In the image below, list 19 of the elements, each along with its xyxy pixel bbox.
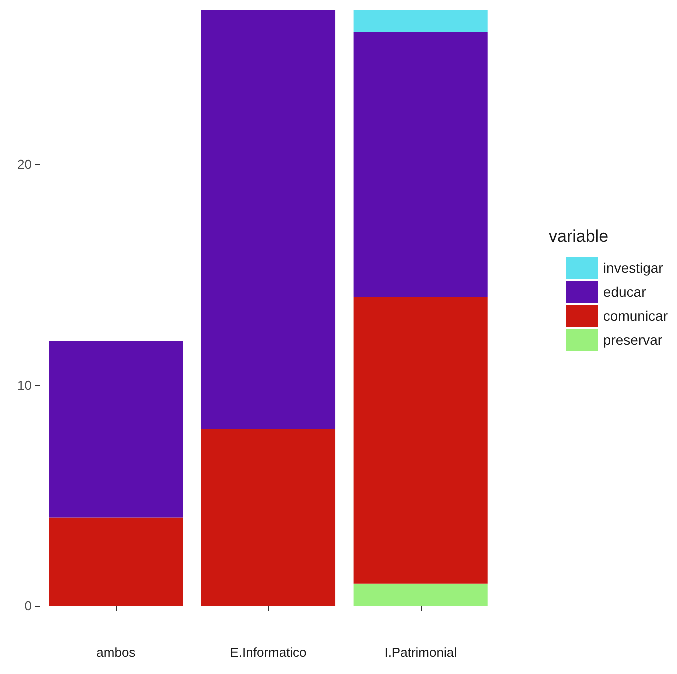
y-tick-label: 10: [18, 378, 32, 393]
bar: [354, 296, 488, 584]
legend-label: investigar: [603, 260, 664, 276]
x-tick-label: I.Patrimonial: [384, 645, 458, 660]
bar: [201, 10, 336, 430]
bar: [49, 518, 184, 606]
x-tick-label: ambos: [96, 645, 136, 660]
bar: [49, 341, 184, 518]
bar: [354, 32, 488, 297]
legend-label: comunicar: [603, 308, 668, 324]
bar: [201, 429, 336, 606]
legend-title: variable: [549, 227, 609, 246]
y-tick-label: 0: [24, 598, 32, 614]
legend-label: preservar: [603, 332, 663, 348]
bar: [354, 584, 488, 606]
x-tick-label: E.Informatico: [230, 645, 307, 660]
legend-label: educar: [603, 284, 647, 300]
bar: [354, 10, 488, 32]
y-tick-label: 20: [18, 157, 32, 172]
